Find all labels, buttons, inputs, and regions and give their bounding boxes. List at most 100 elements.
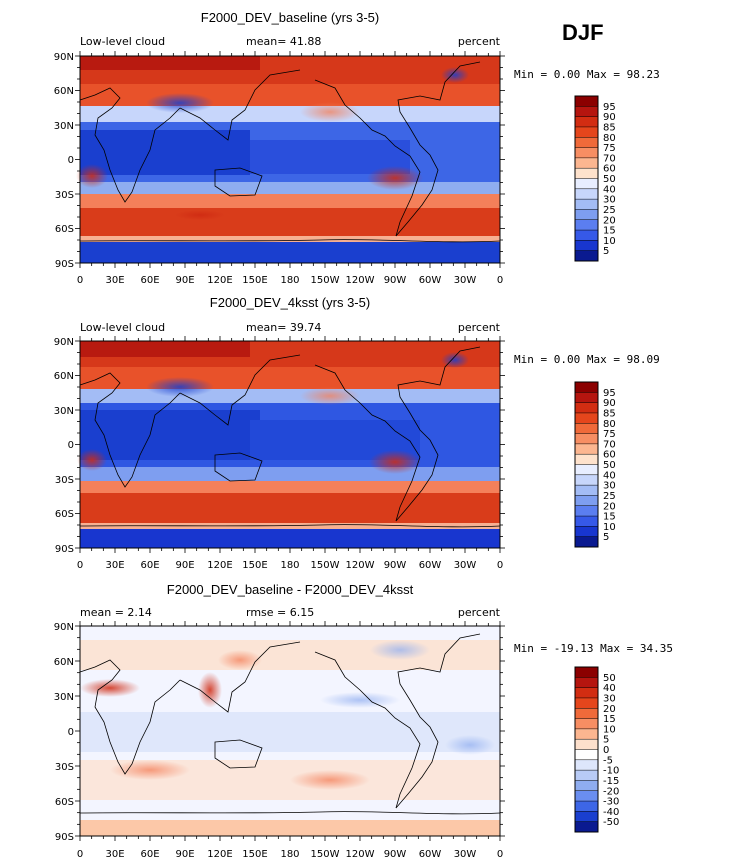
x-tick-label: 60E bbox=[140, 275, 159, 286]
colorbar-label: 15 bbox=[603, 714, 616, 725]
x-tick-label: 60E bbox=[140, 560, 159, 571]
x-tick-label: 30W bbox=[454, 560, 477, 571]
panel-units: percent bbox=[458, 606, 501, 619]
x-axis: 0 30E 60E 90E 120E 150E 180 150W 120W 90… bbox=[77, 275, 503, 286]
y-tick-label: 0 bbox=[68, 155, 74, 166]
colorbar-label: 50 bbox=[603, 174, 616, 185]
tick-marks bbox=[75, 336, 505, 553]
colorbar-swatch bbox=[575, 402, 598, 414]
asia-coast bbox=[179, 641, 301, 713]
y-tick-label: 90S bbox=[55, 832, 74, 843]
china-max bbox=[198, 672, 222, 708]
x-tick-label: 60W bbox=[419, 560, 442, 571]
colorbar-swatch bbox=[575, 96, 598, 107]
y-tick-label: 30N bbox=[54, 692, 74, 703]
colorbar-label: 25 bbox=[603, 491, 616, 502]
antarctica-coast bbox=[79, 811, 501, 815]
colorbar-label: 50 bbox=[603, 460, 616, 471]
panel-baseline: F2000_DEV_baseline (yrs 3-5) Low-level c… bbox=[54, 10, 660, 286]
california-stratocumulus bbox=[300, 102, 360, 122]
sh-subtropics bbox=[80, 182, 500, 194]
x-tick-label: 30E bbox=[105, 275, 124, 286]
australia-coast bbox=[214, 167, 263, 197]
colorbar-swatch bbox=[575, 433, 598, 445]
colorbar-label: 5 bbox=[603, 246, 609, 257]
colorbar-label: 75 bbox=[603, 143, 616, 154]
colorbar-label: 10 bbox=[603, 724, 616, 735]
colorbar-label: -30 bbox=[603, 797, 619, 808]
x-tick-label: 0 bbox=[497, 849, 503, 860]
x-tick-label: 60W bbox=[419, 275, 442, 286]
y-tick-label: 30N bbox=[54, 406, 74, 417]
map-field bbox=[80, 626, 500, 836]
panel-minmax: Min = 0.00 Max = 98.09 bbox=[514, 353, 660, 366]
colorbar-swatch bbox=[575, 250, 598, 262]
tibet-low bbox=[146, 377, 214, 397]
sh-transition bbox=[80, 481, 500, 493]
colorbar-label: 95 bbox=[603, 102, 616, 113]
antarctic-coast bbox=[80, 523, 500, 529]
tropics-indian bbox=[80, 410, 260, 460]
panel-units: percent bbox=[458, 321, 501, 334]
colorbar-label: 40 bbox=[603, 470, 616, 481]
americas-west-coast bbox=[314, 364, 421, 522]
x-tick-label: 90W bbox=[384, 560, 407, 571]
panel-rmse: rmse = 6.15 bbox=[246, 606, 314, 619]
x-tick-label: 150E bbox=[242, 560, 267, 571]
map-field bbox=[76, 56, 500, 263]
x-tick-label: 150W bbox=[311, 560, 340, 571]
colorbar-swatch bbox=[575, 759, 598, 771]
colorbar-swatch bbox=[575, 168, 598, 179]
tropics-indian bbox=[80, 130, 250, 175]
panel-title: F2000_DEV_baseline - F2000_DEV_4ksst bbox=[167, 582, 414, 597]
panel-mean: mean= 39.74 bbox=[246, 321, 321, 334]
sh-stormtrack bbox=[80, 208, 500, 236]
colorbar-label: 30 bbox=[603, 693, 616, 704]
colorbar-swatch bbox=[575, 811, 598, 822]
x-tick-label: 120E bbox=[207, 849, 232, 860]
colorbar-label: 95 bbox=[603, 388, 616, 399]
colorbar-label: -40 bbox=[603, 807, 619, 818]
x-tick-label: 30E bbox=[105, 560, 124, 571]
colorbar-swatch bbox=[575, 536, 598, 548]
colorbar-swatch bbox=[575, 687, 598, 699]
colorbar-swatch bbox=[575, 667, 598, 678]
x-tick-label: 120E bbox=[207, 560, 232, 571]
colorbar-label: 5 bbox=[603, 735, 609, 746]
x-tick-label: 150E bbox=[242, 275, 267, 286]
x-tick-label: 120W bbox=[346, 560, 375, 571]
x-tick-label: 90E bbox=[175, 849, 194, 860]
colorbar-swatch bbox=[575, 708, 598, 719]
africa-coast bbox=[79, 659, 181, 775]
colorbar-swatch bbox=[575, 464, 598, 476]
colorbar-label: 70 bbox=[603, 439, 616, 450]
x-tick-label: 0 bbox=[77, 560, 83, 571]
colorbar-swatch bbox=[575, 116, 598, 128]
tibet-low bbox=[146, 93, 214, 113]
antarctica-coast bbox=[79, 524, 501, 528]
colorbar-swatch bbox=[575, 749, 598, 761]
atlantic-blue bbox=[445, 735, 495, 755]
x-axis: 0 30E 60E 90E 120E 150E 180 150W 120W 90… bbox=[77, 560, 503, 571]
y-tick-label: 0 bbox=[68, 440, 74, 451]
colorbar-swatch bbox=[575, 199, 598, 210]
colorbar-swatch bbox=[575, 126, 598, 138]
colorbar-swatch bbox=[575, 739, 598, 750]
sh-stormtrack bbox=[80, 493, 500, 523]
california-stratocumulus bbox=[300, 387, 360, 405]
colorbar-swatch bbox=[575, 780, 598, 792]
colorbar-label: 20 bbox=[603, 501, 616, 512]
australia-coast bbox=[214, 739, 263, 769]
colorbar-label: 15 bbox=[603, 512, 616, 523]
colorbar-swatch bbox=[575, 821, 598, 833]
peru-stratocumulus bbox=[369, 450, 421, 474]
x-tick-label: 180 bbox=[280, 849, 299, 860]
x-tick-label: 60E bbox=[140, 849, 159, 860]
namibia-stratocumulus bbox=[77, 449, 107, 471]
antarctica bbox=[80, 529, 500, 548]
x-tick-label: 150E bbox=[242, 849, 267, 860]
colorbar-label: 40 bbox=[603, 184, 616, 195]
panel-mean: mean= 41.88 bbox=[246, 35, 321, 48]
